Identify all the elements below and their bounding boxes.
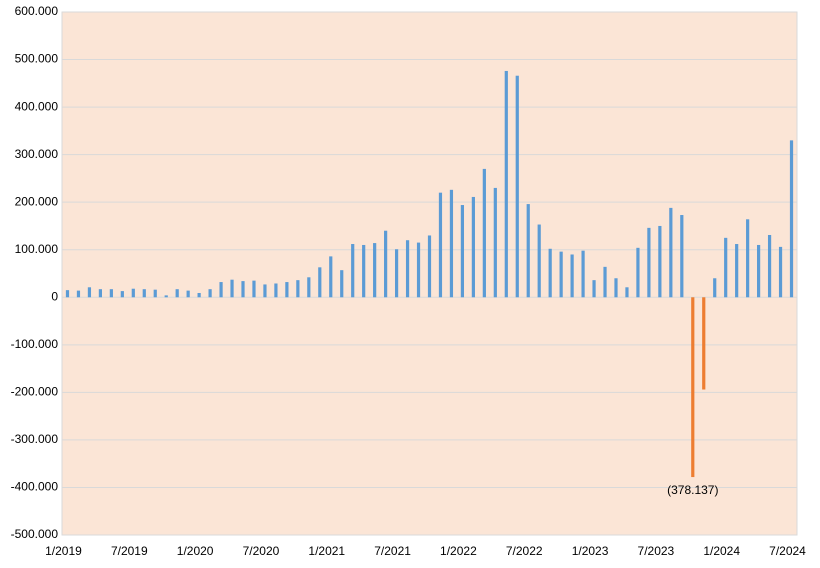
bar: [307, 277, 311, 298]
bar: [318, 267, 322, 298]
bar: [471, 196, 475, 298]
bar: [581, 250, 585, 298]
bar: [427, 235, 432, 298]
bar: [87, 287, 92, 298]
bar: [702, 297, 706, 390]
bar: [208, 289, 212, 298]
x-tick-label: 7/2024: [769, 544, 806, 558]
bar: [131, 288, 135, 298]
bar: [669, 207, 673, 298]
bar: [142, 289, 146, 298]
bar: [559, 251, 563, 298]
bar: [493, 187, 497, 298]
bar: [120, 291, 124, 298]
bar: [789, 140, 794, 298]
x-tick-label: 1/2023: [572, 544, 609, 558]
bar: [274, 283, 278, 298]
x-tick-label: 7/2022: [506, 544, 543, 558]
bar: [65, 290, 70, 298]
x-tick-label: 7/2023: [638, 544, 675, 558]
bar: [296, 280, 300, 298]
bar: [647, 227, 651, 298]
bar: [625, 287, 629, 298]
bar: [416, 242, 421, 298]
bar: [482, 168, 486, 298]
bar: [373, 243, 377, 298]
bar: [636, 247, 640, 298]
y-tick-label: 200.000: [15, 194, 59, 208]
bar: [603, 266, 607, 298]
bar: [757, 244, 761, 298]
bar: [680, 215, 684, 298]
bar: [340, 270, 344, 298]
bar: [263, 284, 267, 298]
bar: [537, 224, 541, 298]
bar: [164, 295, 168, 298]
bar: [735, 244, 739, 298]
bar: [746, 219, 750, 298]
y-tick-label: 0: [51, 289, 58, 303]
bar: [713, 278, 717, 298]
bar: [767, 234, 772, 298]
bar: [153, 289, 157, 298]
x-tick-label: 7/2020: [243, 544, 280, 558]
y-tick-label: -300.000: [11, 432, 59, 446]
bar: [405, 240, 410, 298]
bar: [197, 292, 201, 298]
bar: [515, 75, 519, 298]
x-tick-label: 1/2020: [177, 544, 214, 558]
value-label: (378.137): [667, 483, 718, 497]
bar: [76, 290, 81, 298]
bar: [570, 254, 574, 298]
y-tick-label: 300.000: [15, 147, 59, 161]
y-tick-label: -200.000: [11, 385, 59, 399]
bar: [219, 282, 223, 298]
x-tick-label: 1/2021: [308, 544, 345, 558]
bar: [329, 256, 333, 298]
bar: [285, 282, 289, 298]
bar: [504, 70, 508, 298]
y-tick-label: 400.000: [15, 99, 59, 113]
bar: [241, 281, 245, 298]
bar: [109, 289, 113, 298]
bar: [614, 278, 618, 298]
bar: [230, 279, 234, 298]
bar: [460, 205, 465, 298]
bar: [384, 230, 388, 298]
x-tick-label: 7/2019: [111, 544, 148, 558]
bar: [658, 225, 662, 298]
x-tick-label: 1/2019: [45, 544, 82, 558]
x-tick-label: 7/2021: [374, 544, 411, 558]
bar: [362, 244, 366, 298]
bar: [186, 290, 190, 298]
y-tick-label: 100.000: [15, 242, 59, 256]
y-tick-label: 600.000: [15, 4, 59, 18]
bar: [351, 244, 355, 298]
bar: [724, 237, 728, 298]
bar: [778, 246, 783, 298]
bar: [252, 280, 256, 298]
bar: [691, 297, 695, 478]
bar: [449, 189, 454, 298]
bar: [175, 289, 179, 298]
x-tick-label: 1/2022: [440, 544, 477, 558]
bar: [394, 249, 399, 298]
bar: [548, 248, 552, 298]
bar: [526, 204, 530, 298]
bar: [438, 192, 443, 298]
bar: [592, 280, 596, 298]
y-tick-label: 500.000: [15, 52, 59, 66]
bar: [98, 289, 102, 298]
x-tick-label: 1/2024: [703, 544, 740, 558]
y-tick-label: -100.000: [11, 337, 59, 351]
y-tick-label: -500.000: [11, 527, 59, 541]
y-tick-label: -400.000: [11, 480, 59, 494]
